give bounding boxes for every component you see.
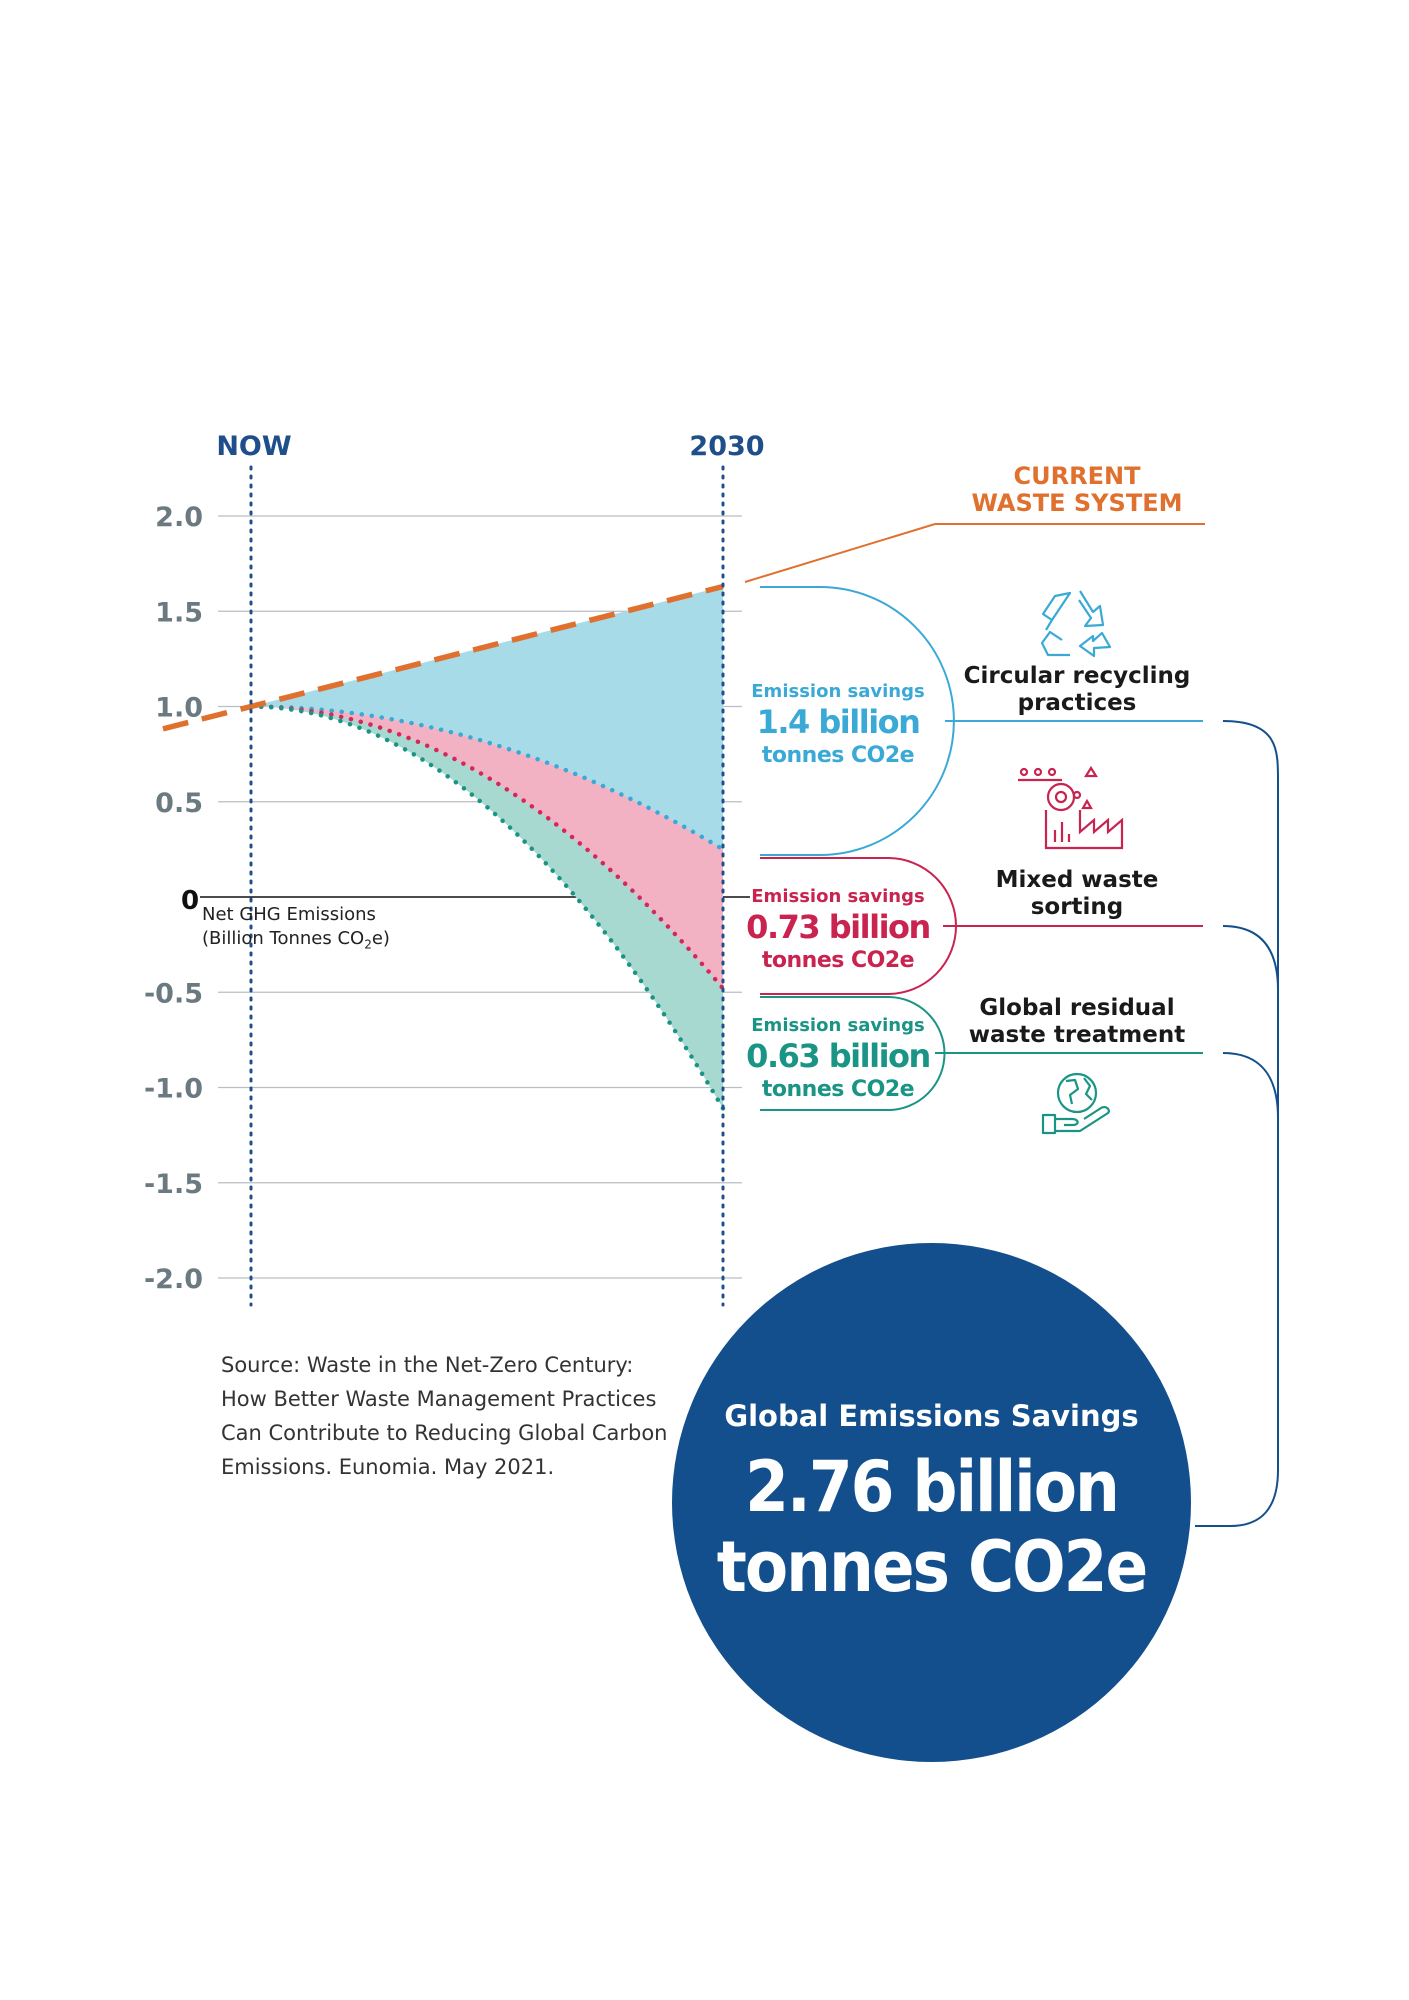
savings-area-1 xyxy=(251,586,723,850)
y-tick-label: 1.5 xyxy=(155,597,203,628)
pink-savings-label: Emission savings xyxy=(751,886,924,907)
recycle-icon xyxy=(1040,590,1112,658)
globe-in-hand-icon xyxy=(1041,1072,1110,1135)
scenario-curve-3 xyxy=(248,704,726,1111)
source-line-4: Emissions. Eunomia. May 2021. xyxy=(221,1455,555,1479)
scenario-curve-2 xyxy=(248,704,726,991)
scenario-curve-1 xyxy=(248,704,726,852)
pink-savings-unit: tonnes CO2e xyxy=(762,948,914,973)
y-axis-label: Net GHG Emissions (Billion Tonnes CO2e) xyxy=(202,903,390,957)
category-3-line2: waste treatment xyxy=(969,1022,1185,1048)
savings-area-2 xyxy=(251,706,723,989)
savings-areas xyxy=(251,586,723,1109)
current-leader-line xyxy=(744,523,1205,583)
source-note: Source: Waste in the Net-Zero Century: H… xyxy=(221,1348,681,1484)
y-tick-label: -1.0 xyxy=(144,1074,203,1105)
teal-savings-value: 0.63 billion xyxy=(746,1037,930,1075)
y-axis-label-line1: Net GHG Emissions xyxy=(202,904,376,925)
y-tick-label: 2.0 xyxy=(155,502,203,533)
source-line-1: Source: Waste in the Net-Zero Century: xyxy=(221,1353,634,1377)
sorting-facility-icon xyxy=(1018,765,1124,850)
source-line-3: Can Contribute to Reducing Global Carbon xyxy=(221,1421,668,1445)
savings-area-3 xyxy=(251,706,723,1109)
teal-savings-unit: tonnes CO2e xyxy=(762,1077,914,1102)
total-savings-unit: tonnes CO2e xyxy=(716,1525,1148,1608)
zero-label: 0 xyxy=(181,886,199,916)
total-connector xyxy=(1195,720,1279,1527)
now-label: NOW xyxy=(216,431,291,462)
y-tick-labels: 2.0 1.5 1.0 0.5 -0.5 -1.0 -1.5 -2.0 xyxy=(144,502,203,1295)
y-tick-label: -1.5 xyxy=(144,1169,203,1200)
blue-savings-value: 1.4 billion xyxy=(757,703,920,741)
blue-savings-label: Emission savings xyxy=(751,681,924,702)
total-savings-value: 2.76 billion xyxy=(745,1445,1120,1528)
category-1-line1: Circular recycling xyxy=(964,663,1191,689)
teal-to-total-connector xyxy=(1222,1052,1279,1119)
category-3-line1: Global residual xyxy=(979,995,1174,1021)
category-1-line2: practices xyxy=(1018,690,1137,716)
y-tick-label: 1.0 xyxy=(155,693,203,724)
current-label-line2: WASTE SYSTEM xyxy=(972,489,1183,517)
pink-savings-value: 0.73 billion xyxy=(746,908,930,946)
y-tick-label: -0.5 xyxy=(144,978,203,1009)
total-savings-title: Global Emissions Savings xyxy=(724,1398,1139,1433)
category-2-line1: Mixed waste xyxy=(996,867,1159,893)
pink-to-total-connector xyxy=(1222,925,1279,991)
year-label: 2030 xyxy=(689,431,764,462)
blue-savings-unit: tonnes CO2e xyxy=(762,743,914,768)
total-savings-circle: Global Emissions Savings 2.76 billion to… xyxy=(672,1243,1191,1762)
teal-savings-label: Emission savings xyxy=(751,1015,924,1036)
y-tick-label: -2.0 xyxy=(144,1264,203,1295)
scenario-curves xyxy=(162,583,726,1111)
y-tick-label: 0.5 xyxy=(155,788,203,819)
source-line-2: How Better Waste Management Practices xyxy=(221,1387,657,1411)
y-axis-label-line2: (Billion Tonnes CO2e) xyxy=(202,928,390,952)
current-label-line1: CURRENT xyxy=(1014,462,1142,490)
current-waste-system-line xyxy=(162,583,724,732)
category-2-line2: sorting xyxy=(1031,894,1124,920)
